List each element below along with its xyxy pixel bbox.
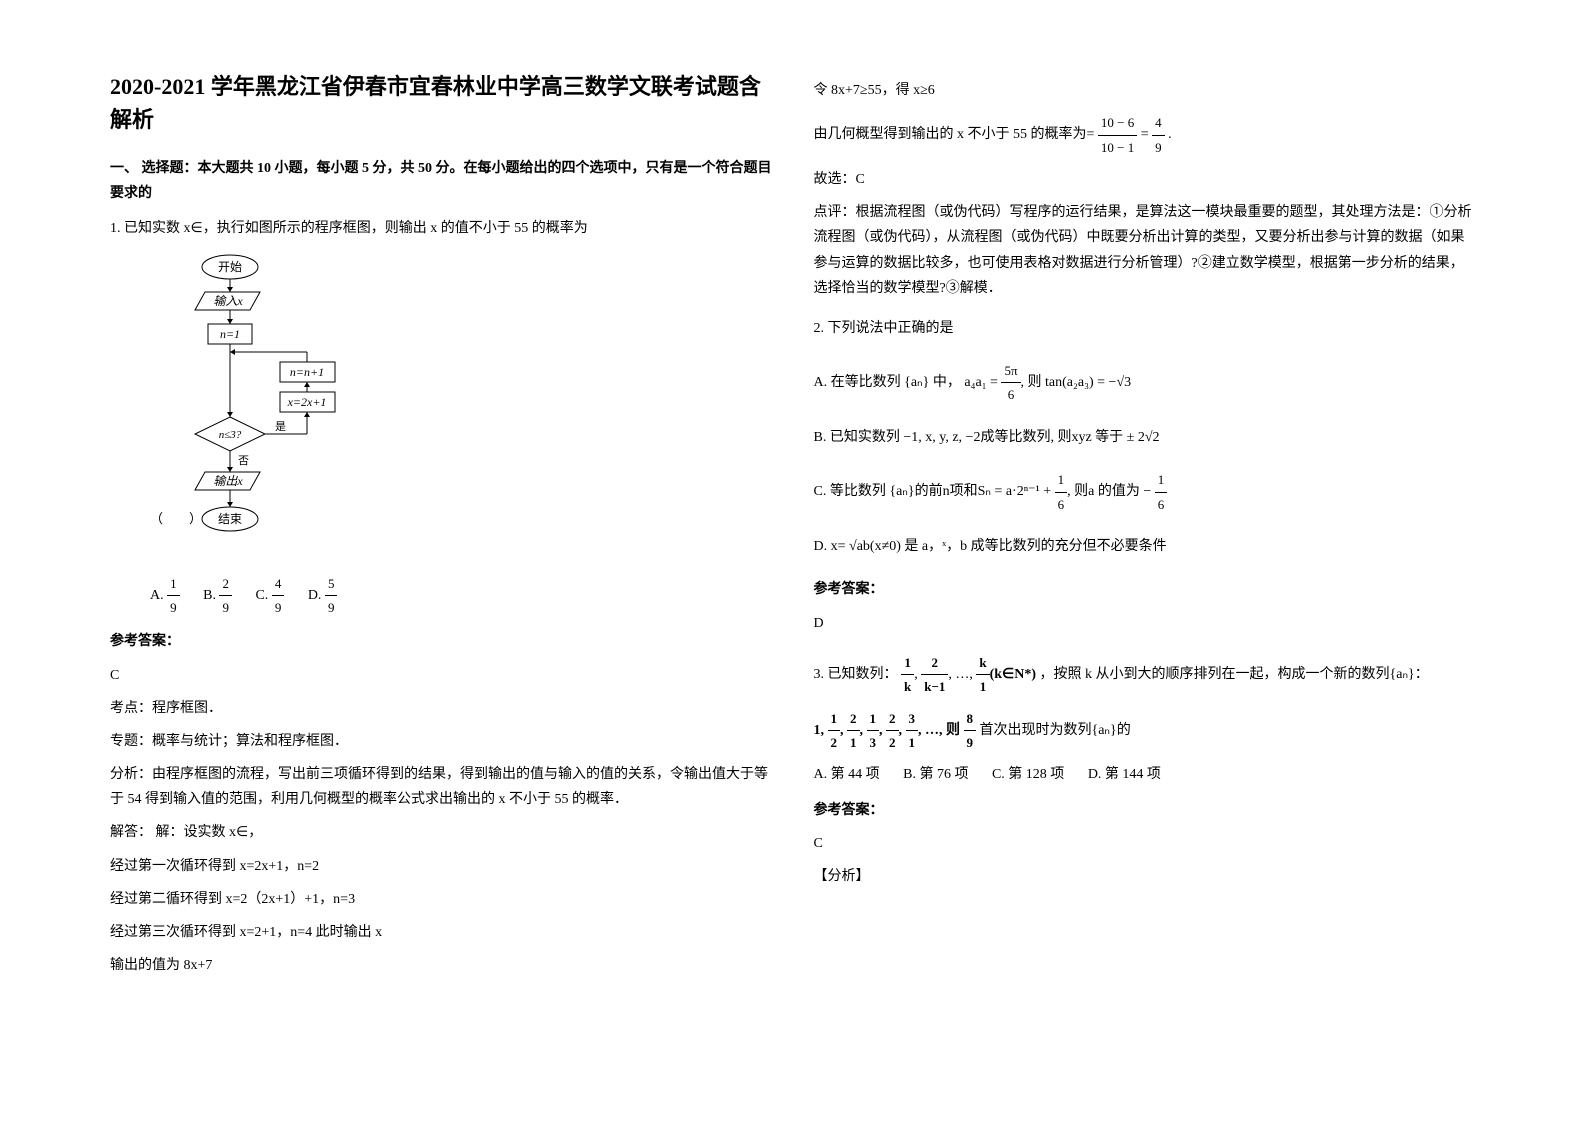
opt-d-label: D. [308, 588, 325, 603]
q2-opt-c: C. 等比数列 {aₙ}的前n项和Sₙ = a·2ⁿ⁻¹ + 16, 则a 的值… [814, 468, 1478, 516]
fc-decision: n≤3? [219, 429, 242, 441]
q1-answer-label: 参考答案： [110, 629, 774, 654]
q2a-seq: {aₙ} [904, 370, 929, 395]
q1-options: A. 19 B. 29 C. 49 D. 59 [150, 572, 774, 620]
col2-line2-post: . [1168, 127, 1172, 142]
fc-update-x: x=2x+1 [287, 395, 327, 409]
q1-flowchart: 开始 输入x n=1 n=n+1 x=2x+1 n≤3? [150, 252, 350, 562]
q2a-mid: 中， [933, 375, 961, 390]
q1-answer: C [110, 663, 774, 688]
q2c-math: {aₙ}的前n项和Sₙ = a·2ⁿ⁻¹ + 16, 则a [889, 468, 1094, 516]
q2-answer: D [814, 611, 1478, 636]
q2-answer-label: 参考答案： [814, 577, 1478, 602]
q2c-pre: C. 等比数列 [814, 484, 886, 499]
fc-yes: 是 [275, 420, 286, 433]
q2c-val: − 16 [1143, 468, 1167, 516]
section1-header: 一、 选择题：本大题共 10 小题，每小题 5 分，共 50 分。在每小题给出的… [110, 156, 774, 206]
q1-step2: 经过第二循环得到 x=2（2x+1）+1，n=3 [110, 887, 774, 912]
col2-line2-eq: = [1141, 127, 1149, 142]
q1-solve-label: 解答： 解：设实数 x∈， [110, 820, 774, 845]
q2a-val: −√3 [1109, 375, 1132, 390]
q3-opt-a: A. 第 44 项 [814, 767, 880, 782]
q3-text: 3. 已知数列： 1k, 2k−1, …, k1(k∈N*) ，按照 k 从小到… [814, 651, 1478, 699]
q3-pre: 3. 已知数列： [814, 667, 898, 682]
flowchart-svg: 开始 输入x n=1 n=n+1 x=2x+1 n≤3? [150, 252, 370, 562]
col2-line3: 故选：C [814, 167, 1478, 192]
q3-analysis: 【分析】 [814, 864, 1478, 889]
q2c-post: 的值为 [1098, 484, 1140, 499]
q2d-pre: D. x= [814, 539, 846, 554]
q1-analyze: 分析：由程序框图的流程，写出前三项循环得到的结果，得到输出的值与输入的值的关系，… [110, 762, 774, 812]
q3-post: ，按照 k 从小到大的顺序排列在一起，构成一个新的数列{aₙ}： [1040, 667, 1429, 682]
fc-end: 结束 [218, 512, 242, 526]
q2-text: 2. 下列说法中正确的是 [814, 316, 1478, 341]
q1-opt-d: D. 59 [308, 572, 338, 620]
q3-opt-b: B. 第 76 项 [903, 767, 968, 782]
q2a-math: a₄a₁ = 5π6, 则 tan(a₂a₃) = [964, 359, 1105, 407]
col2-line1: 令 8x+7≥55，得 x≥6 [814, 78, 1478, 103]
fc-no: 否 [238, 455, 249, 467]
fc-output: 输出x [213, 474, 243, 488]
q1-topic: 考点：程序框图． [110, 696, 774, 721]
q2-opt-d: D. x= √ab(x≠0) 是 a，ˣ，b 成等比数列的充分但不必要条件 [814, 534, 1478, 559]
q1-step4: 输出的值为 8x+7 [110, 953, 774, 978]
q2d-post: 是 a，ˣ，b 成等比数列的充分但不必要条件 [904, 539, 1166, 554]
opt-a-label: A. [150, 588, 167, 603]
q1-opt-a: A. 19 [150, 572, 180, 620]
col2-line2-pre: 由几何概型得到输出的 x 不小于 55 的概率为= [814, 127, 1095, 142]
q3-answer: C [814, 831, 1478, 856]
q1-opt-b: B. 29 [203, 572, 232, 620]
q1-opt-c: C. 49 [255, 572, 284, 620]
page-title: 2020-2021 学年黑龙江省伊春市宜春林业中学高三数学文联考试题含解析 [110, 70, 774, 136]
q3-opt-d: D. 第 144 项 [1088, 767, 1161, 782]
col2-line2: 由几何概型得到输出的 x 不小于 55 的概率为= 10 − 610 − 1 =… [814, 111, 1478, 159]
q3-seq-post: 首次出现时为数列{aₙ}的 [980, 723, 1131, 738]
q2-opt-a: A. 在等比数列 {aₙ} 中， a₄a₁ = 5π6, 则 tan(a₂a₃)… [814, 359, 1478, 407]
q3-math-seq: 1k, 2k−1, …, k1(k∈N*) [901, 651, 1036, 699]
q2-opt-b: B. 已知实数列 −1, x, y, z, −2成等比数列, 则xyz 等于 ±… [814, 425, 1478, 450]
q2b-mid: −1, x, y, z, −2成等比数列, 则xyz [903, 425, 1091, 450]
opt-b-label: B. [203, 588, 219, 603]
q1-step1: 经过第一次循环得到 x=2x+1，n=2 [110, 854, 774, 879]
opt-c-label: C. [255, 588, 271, 603]
q1-special: 专题：概率与统计；算法和程序框图． [110, 729, 774, 754]
q3-seq-math: 1, 12, 21, 13, 22, 31, …, 则 89 [814, 707, 977, 755]
col2-comment: 点评：根据流程图（或伪代码）写程序的运行结果，是算法这一模块最重要的题型，其处理… [814, 200, 1478, 301]
q2b-post: 等于 ± 2√2 [1095, 430, 1159, 445]
q3-seq: 1, 12, 21, 13, 22, 31, …, 则 89 首次出现时为数列{… [814, 707, 1478, 755]
q1-step3: 经过第三次循环得到 x=2+1，n=4 此时输出 x [110, 920, 774, 945]
q3-answer-label: 参考答案： [814, 798, 1478, 823]
right-column: 令 8x+7≥55，得 x≥6 由几何概型得到输出的 x 不小于 55 的概率为… [794, 70, 1498, 1052]
fc-update-n: n=n+1 [290, 365, 324, 379]
q2a-pre: A. 在等比数列 [814, 375, 901, 390]
svg-text:（ ）: （ ） [150, 511, 202, 526]
fc-input: 输入x [213, 294, 243, 308]
q1-text: 1. 已知实数 x∈，执行如图所示的程序框图，则输出 x 的值不小于 55 的概… [110, 216, 774, 241]
q2b-pre: B. 已知实数列 [814, 430, 900, 445]
left-column: 2020-2021 学年黑龙江省伊春市宜春林业中学高三数学文联考试题含解析 一、… [90, 70, 794, 1052]
q3-opt-c: C. 第 128 项 [992, 767, 1064, 782]
fc-start: 开始 [218, 260, 242, 274]
q2d-math: √ab(x≠0) [849, 534, 901, 559]
q3-options: A. 第 44 项 B. 第 76 项 C. 第 128 项 D. 第 144 … [814, 762, 1478, 787]
fc-init: n=1 [220, 327, 240, 341]
